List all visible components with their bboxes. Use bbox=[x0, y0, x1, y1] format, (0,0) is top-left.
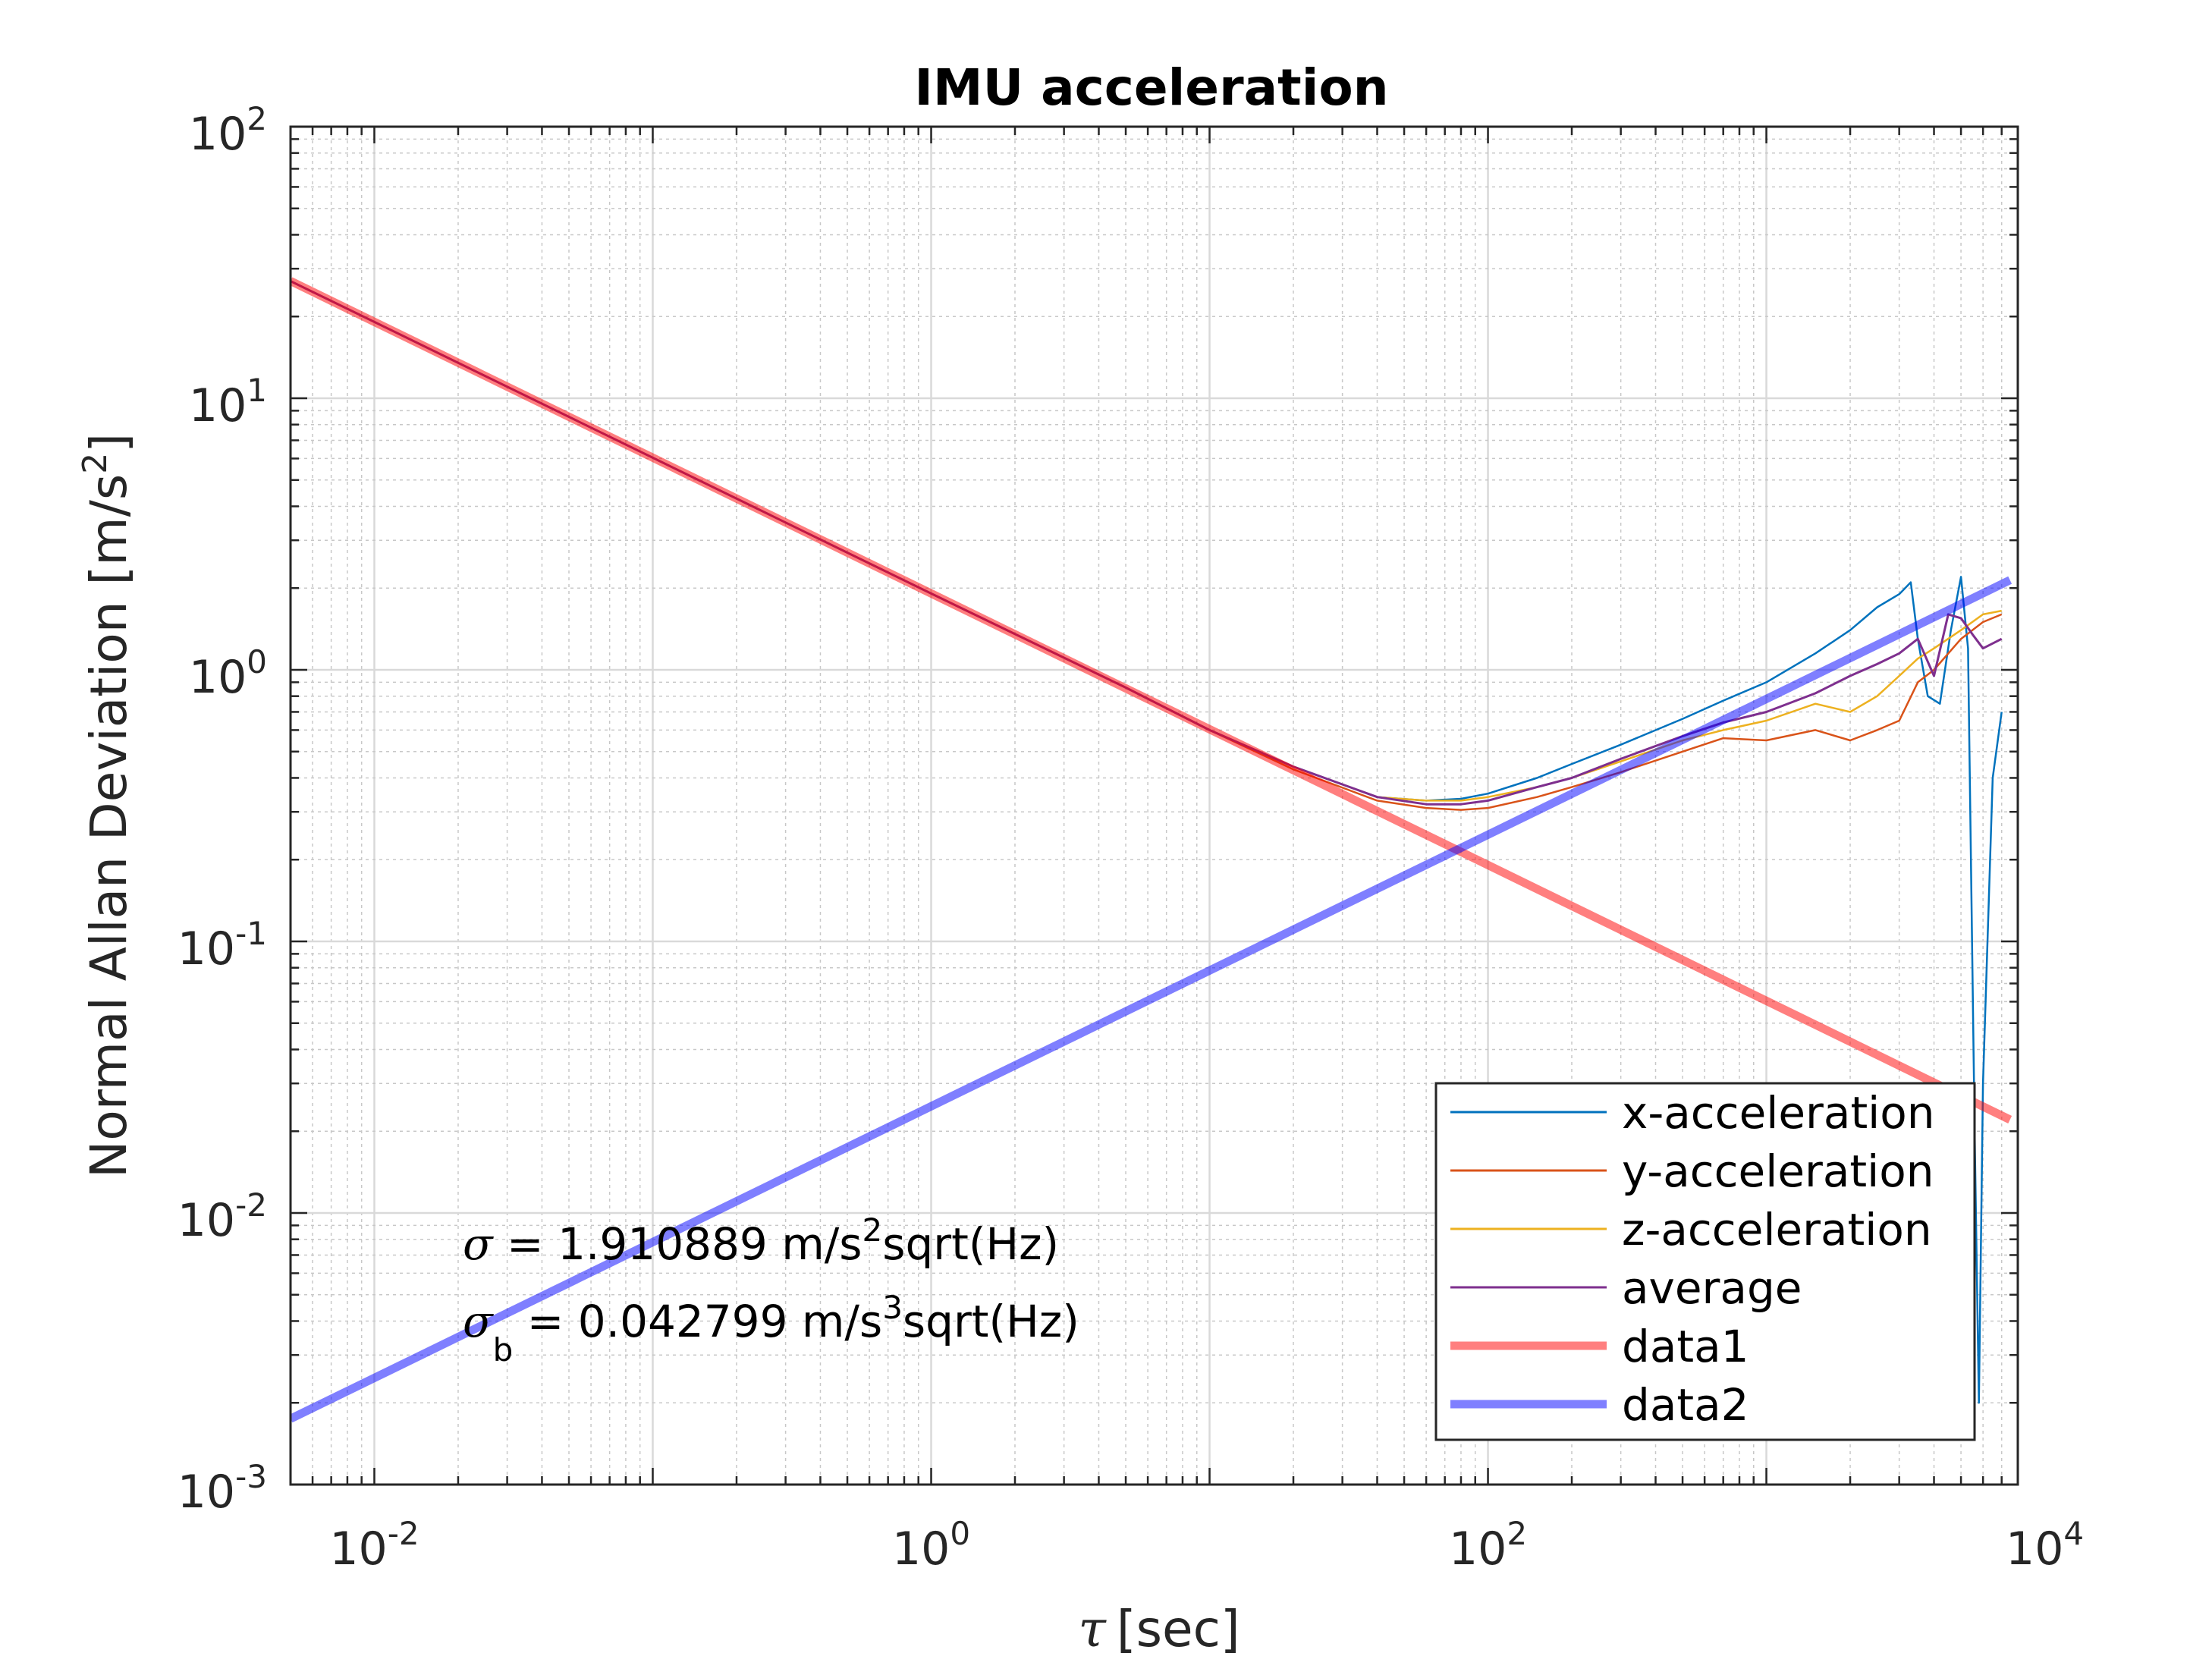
y-tick-label: 102 bbox=[189, 100, 267, 161]
legend-label-data1: data1 bbox=[1622, 1321, 1749, 1372]
legend-label-x: x-acceleration bbox=[1622, 1087, 1935, 1139]
axes-frame bbox=[289, 125, 2019, 1486]
legend-box bbox=[1434, 1082, 1976, 1441]
y-tick-label: 100 bbox=[189, 643, 267, 704]
sigma-b-subscript: b bbox=[493, 1331, 514, 1368]
x-tick-label: 10-2 bbox=[329, 1515, 419, 1576]
y-tick-label: 10-3 bbox=[178, 1458, 267, 1519]
sigma-annotation: σ = 1.910889 m/s2sqrt(Hz) σb = 0.042799 … bbox=[463, 1211, 1079, 1368]
tick-base: 10 bbox=[178, 1194, 235, 1247]
tick-exponent: -2 bbox=[388, 1515, 419, 1552]
x-axis-label-text: [sec] bbox=[1117, 1600, 1240, 1656]
legend-label-z: z-acceleration bbox=[1622, 1204, 1932, 1255]
y-axis-label-exp: 2 bbox=[76, 453, 115, 474]
x-tick-labels: 10-2 100 102 104 bbox=[329, 1515, 2084, 1576]
y-tick-label: 101 bbox=[189, 372, 267, 432]
chart-title: IMU acceleration bbox=[914, 58, 1388, 117]
legend-label-y: y-acceleration bbox=[1622, 1145, 1934, 1197]
tick-base: 10 bbox=[178, 1466, 235, 1519]
tick-exponent: 1 bbox=[247, 372, 267, 409]
y-tick-label: 10-2 bbox=[178, 1186, 267, 1247]
x-axis-label: τ [sec] bbox=[1078, 1600, 1240, 1656]
series-layer bbox=[291, 277, 2012, 1423]
x-tick-label: 104 bbox=[2006, 1515, 2084, 1576]
sigma-b-tail: sqrt(Hz) bbox=[903, 1296, 1079, 1347]
sigma-line: σ = 1.910889 m/s2sqrt(Hz) bbox=[463, 1211, 1059, 1270]
tick-exponent: 0 bbox=[247, 643, 267, 680]
tick-exponent: 4 bbox=[2063, 1515, 2084, 1552]
x-tick-label: 100 bbox=[892, 1515, 970, 1576]
tick-base: 10 bbox=[1449, 1522, 1507, 1576]
sigma-exp: 2 bbox=[862, 1211, 883, 1249]
tick-base: 10 bbox=[892, 1522, 950, 1576]
sigma-b-text: = 0.042799 m/s bbox=[513, 1296, 882, 1347]
tick-base: 10 bbox=[189, 379, 247, 432]
tick-base: 10 bbox=[178, 922, 235, 976]
series-line-data2 bbox=[291, 576, 2012, 1423]
tick-base: 10 bbox=[2006, 1522, 2063, 1576]
y-tick-label: 10-1 bbox=[178, 915, 267, 976]
sigma-text: = 1.910889 m/s bbox=[493, 1218, 862, 1270]
x-tick-label: 102 bbox=[1449, 1515, 1527, 1576]
tau-symbol: τ bbox=[1078, 1600, 1107, 1656]
tick-exponent: 2 bbox=[247, 100, 267, 137]
sigma-symbol: σ bbox=[463, 1218, 494, 1270]
sigma-b-line: σb = 0.042799 m/s3sqrt(Hz) bbox=[463, 1289, 1079, 1368]
tick-exponent: 2 bbox=[1507, 1515, 1527, 1552]
tick-base: 10 bbox=[189, 651, 247, 704]
tick-exponent: -3 bbox=[235, 1458, 267, 1495]
series-line-data1 bbox=[291, 277, 2012, 1123]
tick-marks bbox=[289, 125, 2019, 1486]
legend-label-data2: data2 bbox=[1622, 1379, 1749, 1431]
sigma-b-exp: 3 bbox=[882, 1289, 903, 1326]
y-axis-label-end: ] bbox=[80, 433, 138, 453]
sigma-b-symbol: σ bbox=[463, 1296, 494, 1347]
sigma-tail: sqrt(Hz) bbox=[882, 1218, 1059, 1270]
tick-base: 10 bbox=[329, 1522, 387, 1576]
tick-exponent: -2 bbox=[235, 1186, 267, 1224]
tick-exponent: 0 bbox=[950, 1515, 970, 1552]
y-axis-label: Normal Allan Deviation [m/s2] bbox=[76, 433, 138, 1178]
tick-exponent: -1 bbox=[235, 915, 267, 952]
tick-base: 10 bbox=[189, 108, 247, 161]
y-axis-label-text: Normal Allan Deviation [m/s bbox=[80, 474, 138, 1178]
legend-label-average: average bbox=[1622, 1262, 1802, 1314]
legend: x-acceleration y-acceleration z-accelera… bbox=[1434, 1082, 1976, 1441]
